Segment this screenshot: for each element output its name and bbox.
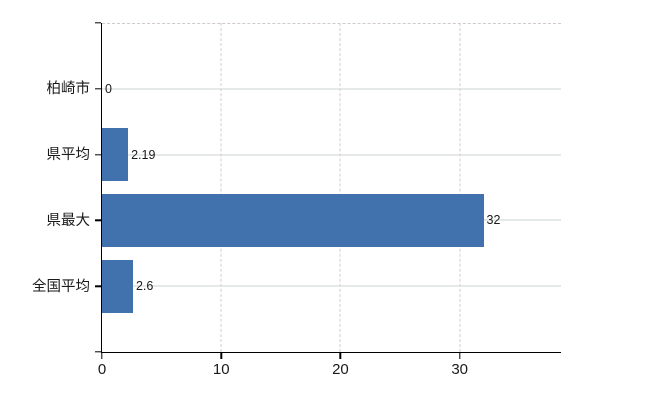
bar-value-label: 0 (105, 81, 112, 96)
plot-area: 0 10 20 30 0 2.19 32 2.6 (94, 22, 561, 377)
x-axis-tick (339, 353, 342, 360)
plot-top-border (102, 22, 561, 24)
category-label: 柏崎市 (46, 80, 91, 97)
horizontal-gridline (102, 88, 561, 90)
bar-value-label: 32 (486, 213, 501, 228)
x-axis-tick-label: 0 (97, 361, 107, 378)
bar-value-label: 2.6 (135, 278, 154, 293)
category-label: 全国平均 (32, 278, 90, 295)
horizontal-gridline (102, 154, 561, 156)
y-axis-end-tick (94, 351, 101, 353)
category-label: 県最大 (46, 212, 91, 229)
bar (102, 128, 129, 182)
x-axis-tick-label: 20 (332, 361, 349, 378)
bar-value-label: 2.19 (131, 147, 156, 162)
x-axis-tick (458, 353, 461, 360)
x-axis-tick-label: 10 (212, 361, 230, 378)
x-axis-tick (101, 353, 103, 360)
x-axis-tick (220, 353, 222, 360)
vertical-gridline (459, 23, 461, 352)
horizontal-gridline (102, 285, 561, 287)
x-axis-tick-label: 30 (451, 361, 468, 378)
category-axis-labels: 柏崎市県平均県最大全国平均 (0, 23, 92, 353)
vertical-gridline (339, 23, 341, 352)
y-axis-tick (94, 285, 101, 287)
vertical-gridline (220, 23, 222, 352)
y-axis-end-tick (94, 22, 101, 24)
category-label: 県平均 (46, 146, 91, 163)
y-axis-tick (94, 88, 101, 90)
y-axis-tick (94, 219, 101, 222)
bar (102, 259, 133, 313)
y-axis-tick (94, 153, 101, 156)
bar (102, 193, 484, 247)
